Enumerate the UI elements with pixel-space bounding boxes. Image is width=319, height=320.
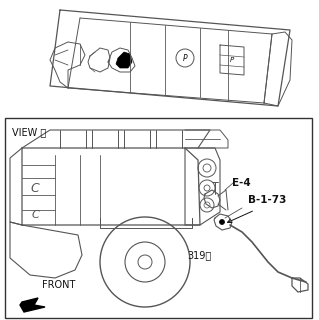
Text: C: C (31, 210, 39, 220)
Text: FRONT: FRONT (42, 280, 75, 290)
Circle shape (219, 220, 225, 225)
Text: P: P (183, 53, 187, 62)
Polygon shape (116, 52, 132, 68)
Text: C: C (31, 181, 39, 195)
Text: P: P (230, 57, 234, 63)
Text: 319Ⓑ: 319Ⓑ (187, 250, 211, 260)
Text: VIEW Ⓟ: VIEW Ⓟ (12, 127, 46, 137)
Text: B-1-73: B-1-73 (248, 195, 286, 205)
Text: E-4: E-4 (232, 178, 251, 188)
Polygon shape (20, 298, 45, 312)
